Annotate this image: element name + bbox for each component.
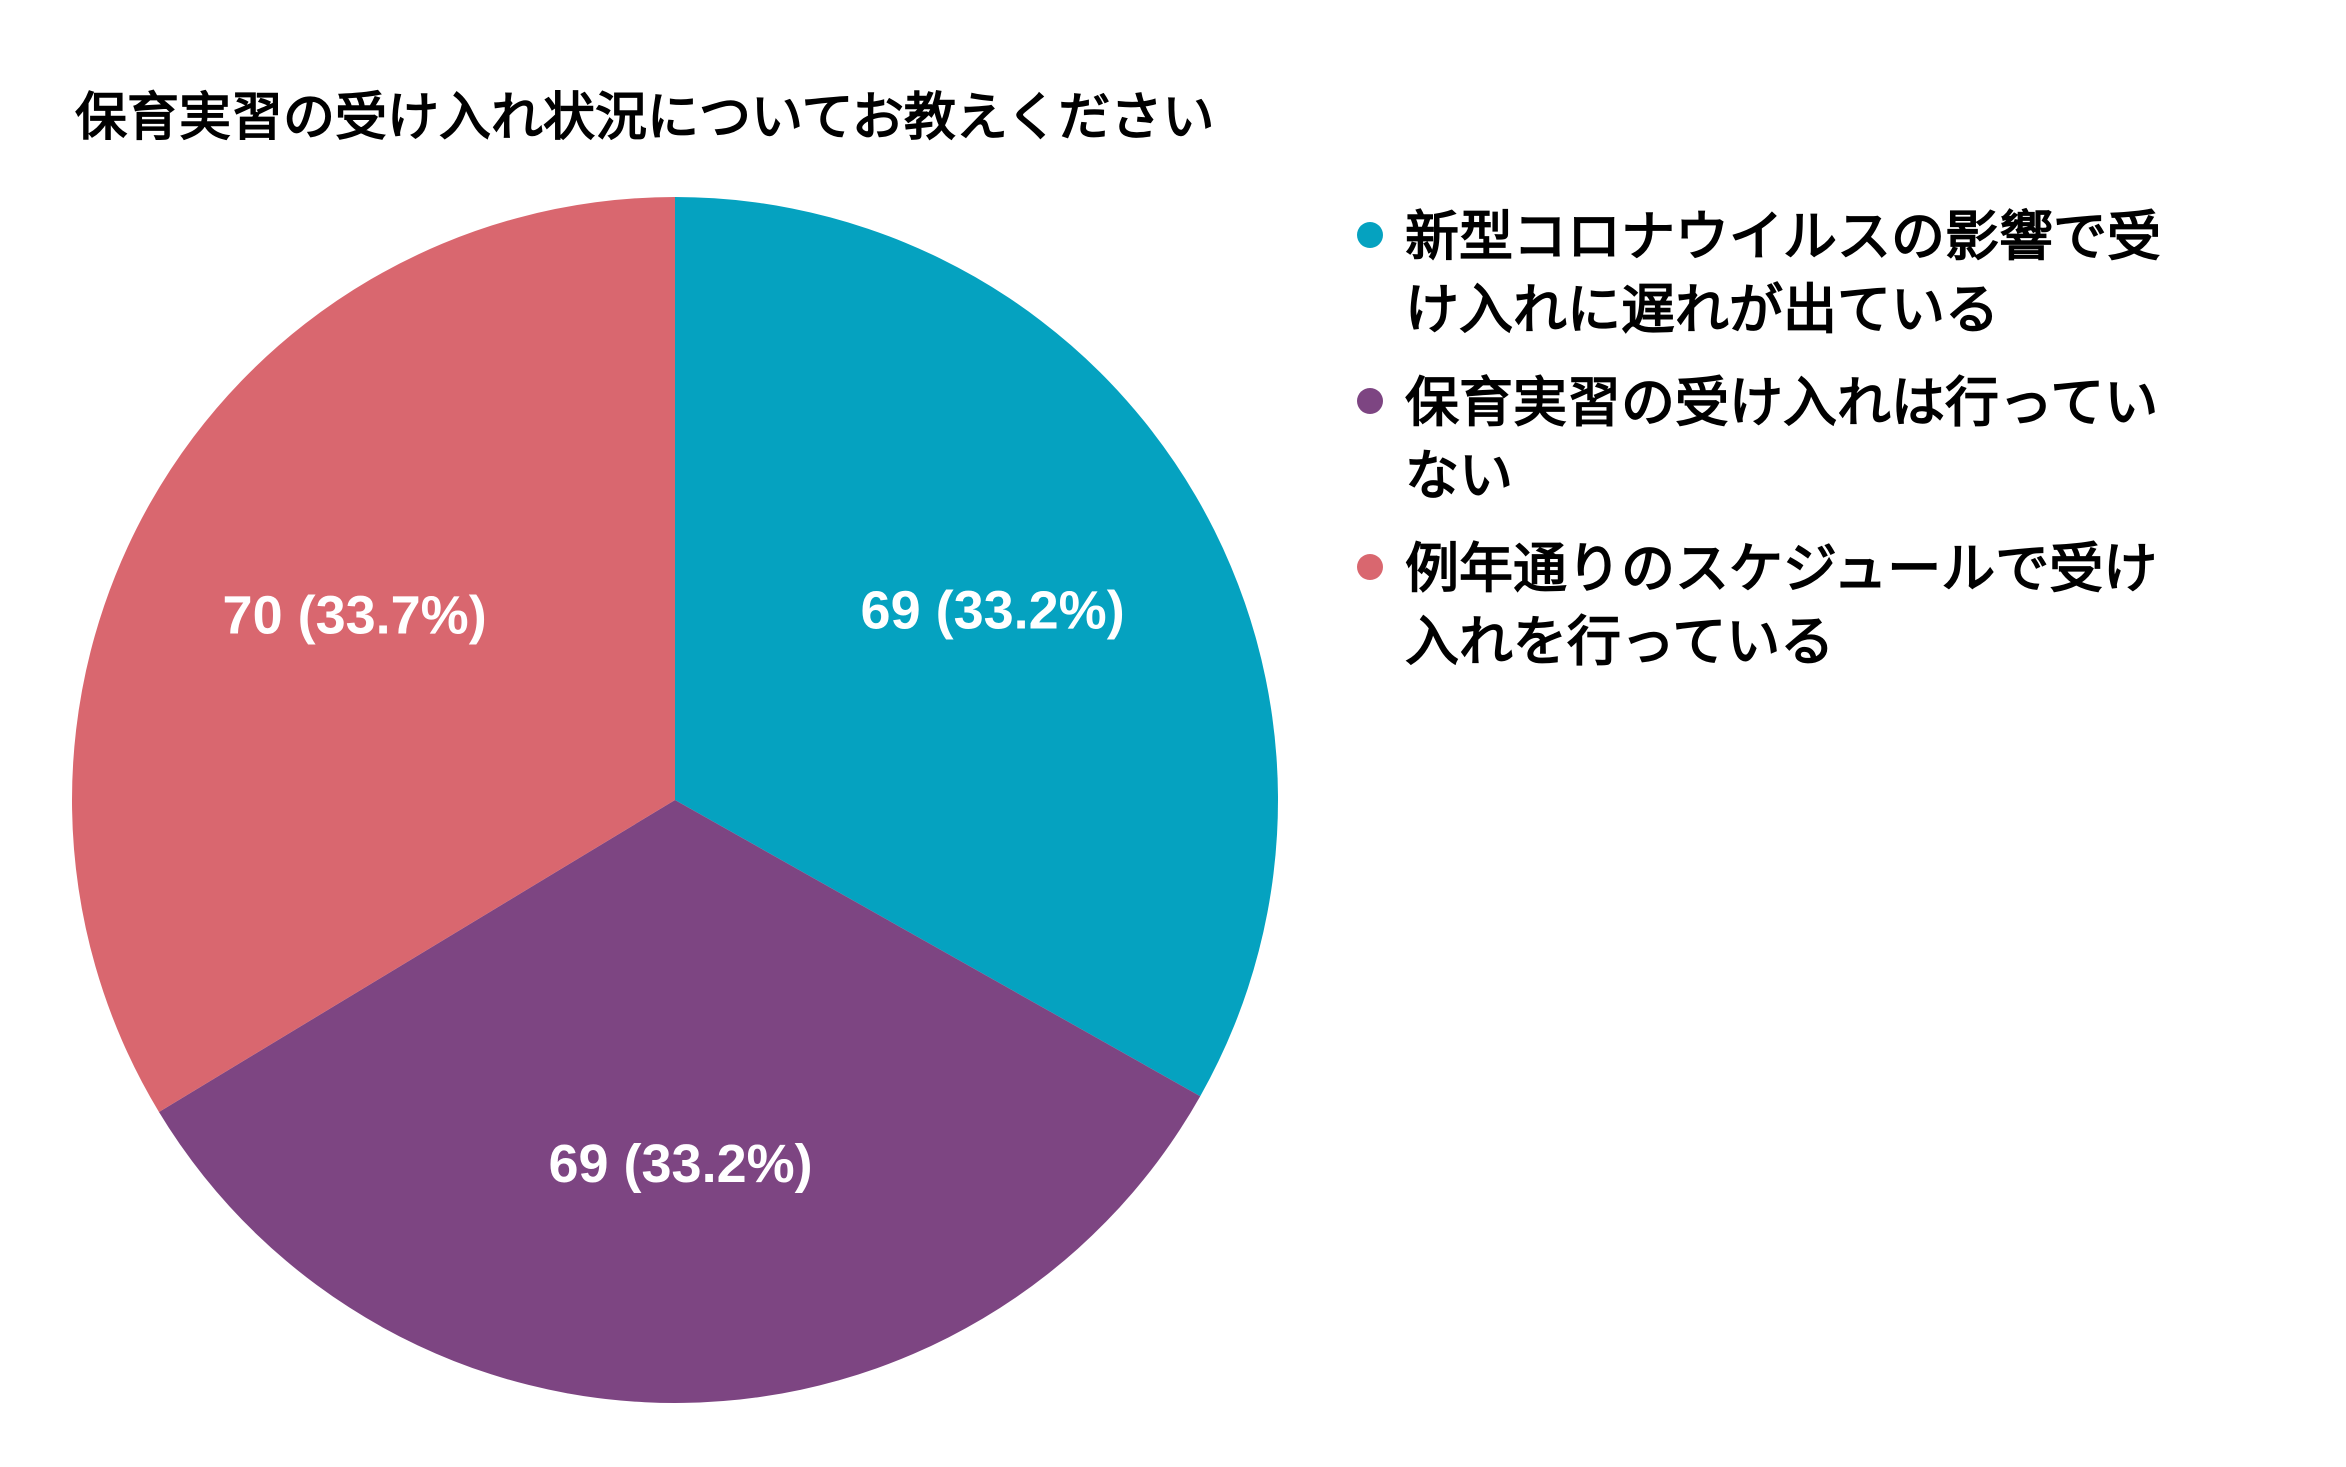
slice-data-label: 69 (33.2%) [548, 1134, 812, 1194]
slice-data-label: 69 (33.2%) [861, 581, 1125, 641]
legend-label: 新型コロナウイルスの影響で受 [1405, 205, 2161, 268]
pie-slice [675, 197, 1278, 1097]
legend-marker [1357, 388, 1383, 414]
legend-label: 例年通りのスケジュールで受け [1405, 537, 2157, 600]
legend-marker [1357, 222, 1383, 248]
pie-data-labels: 69 (33.2%) 69 (33.2%) 70 (33.7%) [223, 581, 1125, 1194]
legend-label: 入れを行っている [1405, 610, 1834, 673]
legend-label: ない [1405, 444, 1513, 507]
slice-data-label: 70 (33.7%) [223, 586, 487, 646]
pie-slice [72, 197, 675, 1112]
legend-label: け入れに遅れが出ている [1405, 278, 1999, 341]
chart-title: 保育実習の受け入れ状況についてお教えください [75, 88, 1214, 148]
pie-slice [158, 800, 1201, 1404]
legend-marker [1357, 554, 1383, 580]
legend: 新型コロナウイルスの影響で受け入れに遅れが出ている保育実習の受け入れは行っていな… [1357, 205, 2161, 673]
legend-label: 保育実習の受け入れは行ってい [1405, 371, 2158, 434]
pie-slices [72, 197, 1278, 1404]
